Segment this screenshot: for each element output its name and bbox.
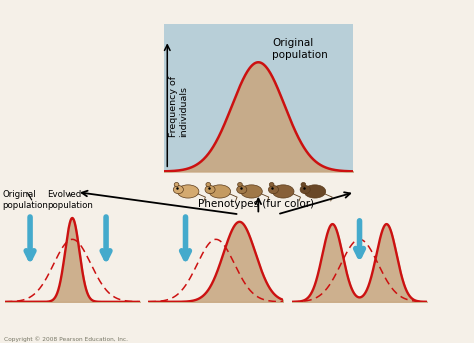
Text: Copyright © 2008 Pearson Education, Inc.: Copyright © 2008 Pearson Education, Inc. xyxy=(4,336,128,342)
Ellipse shape xyxy=(209,185,230,198)
Ellipse shape xyxy=(177,185,199,198)
Ellipse shape xyxy=(269,182,274,187)
Ellipse shape xyxy=(304,185,326,198)
Ellipse shape xyxy=(237,182,242,187)
Ellipse shape xyxy=(174,182,179,187)
Text: Phenotypes (fur color): Phenotypes (fur color) xyxy=(199,199,315,209)
Ellipse shape xyxy=(273,185,294,198)
Ellipse shape xyxy=(301,182,306,187)
Ellipse shape xyxy=(300,186,310,194)
Ellipse shape xyxy=(205,186,215,194)
Ellipse shape xyxy=(268,186,279,194)
Ellipse shape xyxy=(173,186,183,194)
Ellipse shape xyxy=(241,185,262,198)
Ellipse shape xyxy=(237,186,247,194)
Text: Frequency of
individuals: Frequency of individuals xyxy=(169,75,188,137)
Ellipse shape xyxy=(206,182,210,187)
Text: Original
population: Original population xyxy=(2,190,48,210)
Text: Evolved
population: Evolved population xyxy=(47,190,93,210)
Text: Original
population: Original population xyxy=(272,38,328,60)
